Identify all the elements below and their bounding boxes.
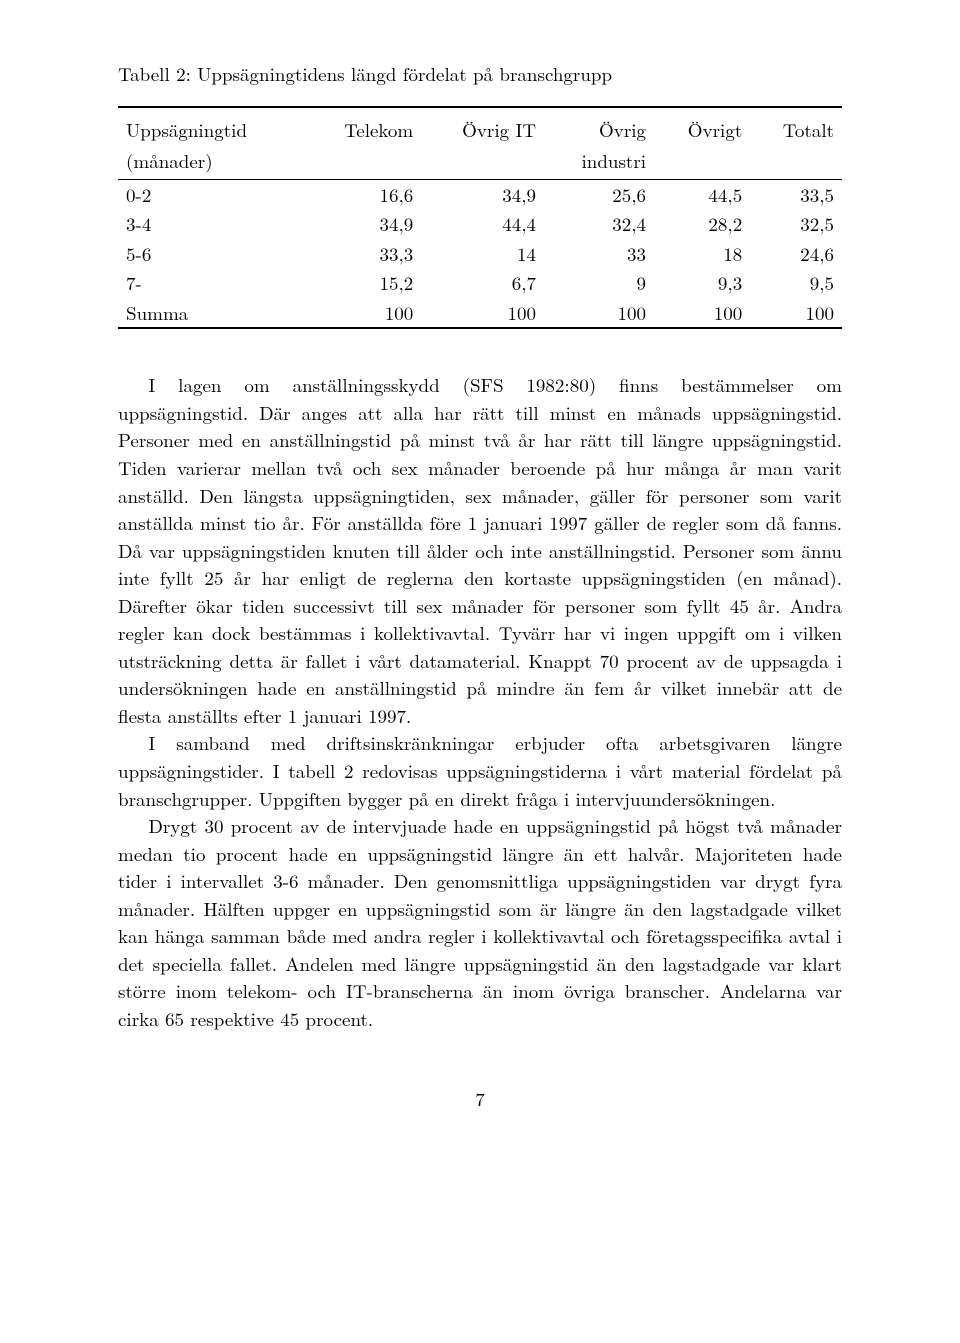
table-header-row-1: Uppsägningtid Telekom Övrig IT Övrig Övr…: [118, 110, 842, 146]
header-cell: industri: [544, 145, 654, 179]
page-number: 7: [118, 1085, 842, 1113]
header-cell: [421, 145, 544, 179]
table-cell: 6,7: [421, 268, 544, 298]
table-cell: 34,9: [421, 180, 544, 210]
table-cell: 44,4: [421, 209, 544, 239]
data-table: Uppsägningtid Telekom Övrig IT Övrig Övr…: [118, 106, 842, 332]
table-cell: 100: [305, 298, 421, 328]
table-cell: 32,4: [544, 209, 654, 239]
table-cell: 100: [421, 298, 544, 328]
table-cell: 28,2: [654, 209, 750, 239]
table-row: 3-4 34,9 44,4 32,4 28,2 32,5: [118, 209, 842, 239]
table-caption: Tabell 2: Uppsägningtidens längd fördela…: [118, 60, 842, 88]
header-cell: [305, 145, 421, 179]
table-cell: 9,3: [654, 268, 750, 298]
table-cell: 100: [544, 298, 654, 328]
table-row: Summa 100 100 100 100 100: [118, 298, 842, 328]
table-cell: 24,6: [750, 239, 842, 269]
table-cell: 33,5: [750, 180, 842, 210]
table-cell: 18: [654, 239, 750, 269]
table-cell: 15,2: [305, 268, 421, 298]
body-paragraph: Drygt 30 procent av de intervjuade hade …: [118, 812, 842, 1032]
header-cell: [750, 145, 842, 179]
table-cell: 9: [544, 268, 654, 298]
table-cell: 25,6: [544, 180, 654, 210]
header-cell: Övrig: [544, 110, 654, 146]
table-header-row-2: (månader) industri: [118, 145, 842, 179]
table-cell: Summa: [118, 298, 305, 328]
header-cell: Övrigt: [654, 110, 750, 146]
header-cell: Övrig IT: [421, 110, 544, 146]
table-cell: 100: [750, 298, 842, 328]
page-container: Tabell 2: Uppsägningtidens längd fördela…: [0, 0, 960, 1152]
table-cell: 34,9: [305, 209, 421, 239]
table-cell: 7-: [118, 268, 305, 298]
table-row: 0-2 16,6 34,9 25,6 44,5 33,5: [118, 180, 842, 210]
table-cell: 44,5: [654, 180, 750, 210]
table-cell: 16,6: [305, 180, 421, 210]
table-cell: 0-2: [118, 180, 305, 210]
table-cell: 33,3: [305, 239, 421, 269]
table-cell: 32,5: [750, 209, 842, 239]
header-cell: [654, 145, 750, 179]
table-cell: 33: [544, 239, 654, 269]
header-cell: Uppsägningtid: [118, 110, 305, 146]
table-row: 5-6 33,3 14 33 18 24,6: [118, 239, 842, 269]
table-cell: 5-6: [118, 239, 305, 269]
table-row: 7- 15,2 6,7 9 9,3 9,5: [118, 268, 842, 298]
header-cell: Totalt: [750, 110, 842, 146]
body-paragraph: I lagen om anställningsskydd (SFS 1982:8…: [118, 371, 842, 729]
table-cell: 100: [654, 298, 750, 328]
table-cell: 9,5: [750, 268, 842, 298]
header-cell: (månader): [118, 145, 305, 179]
table-cell: 14: [421, 239, 544, 269]
header-cell: Telekom: [305, 110, 421, 146]
body-paragraph: I samband med driftsinskränkningar erbju…: [118, 729, 842, 812]
table-cell: 3-4: [118, 209, 305, 239]
